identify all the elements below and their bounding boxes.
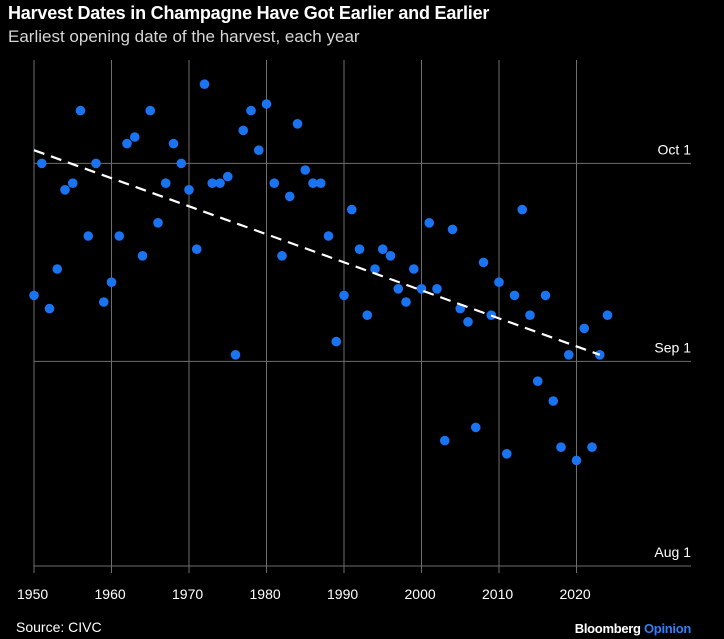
x-tick-label-1970: 1970	[172, 586, 203, 602]
chart-subtitle: Earliest opening date of the harvest, ea…	[8, 27, 360, 46]
data-point-2016	[540, 290, 551, 301]
y-tick-label-sep-1: Sep 1	[654, 339, 691, 355]
data-point-1997	[393, 284, 404, 294]
data-point-1952	[44, 303, 55, 314]
brand-section: Opinion	[644, 621, 691, 636]
data-point-1987	[315, 178, 326, 188]
horizontal-gridlines	[34, 162, 691, 567]
data-point-2020	[571, 455, 582, 466]
data-point-1999	[408, 264, 419, 274]
y-axis-ticks: Aug 1 Sep 1 Oct 1	[654, 141, 691, 560]
data-point-2022	[587, 442, 597, 453]
data-point-1984	[292, 119, 303, 129]
x-tick-label-2020: 2020	[560, 586, 591, 602]
trendline	[33, 149, 601, 356]
brand-name: Bloomberg	[574, 621, 641, 636]
x-axis-ticks: 1950 1960 1970 1980 1990 2000 2010 2020	[17, 586, 591, 602]
y-tick-label-aug-1: Aug 1	[654, 544, 691, 560]
data-point-2014	[525, 310, 535, 321]
data-point-1963	[129, 132, 140, 142]
data-point-1962	[122, 138, 132, 149]
data-point-1954	[60, 185, 70, 195]
data-point-2015	[532, 376, 543, 387]
data-point-2006	[463, 317, 473, 327]
data-point-2004	[447, 224, 458, 235]
data-point-2024	[602, 310, 613, 321]
data-point-2002	[432, 284, 442, 294]
chart-title: Harvest Dates in Champagne Have Got Earl…	[8, 3, 490, 23]
data-point-1972	[199, 79, 210, 89]
data-point-1956	[75, 105, 86, 116]
data-point-1965	[145, 105, 156, 116]
data-point-1991	[346, 204, 357, 215]
data-point-1981	[269, 178, 280, 188]
data-point-2003	[439, 435, 450, 446]
brand-logo: Bloomberg Opinion	[574, 621, 692, 636]
data-point-1989	[331, 336, 342, 347]
data-point-2012	[509, 290, 520, 301]
x-tick-label-2000: 2000	[405, 586, 436, 602]
data-point-1970	[184, 185, 194, 195]
data-point-2013	[517, 204, 528, 215]
data-point-1983	[284, 191, 295, 202]
data-point-1980	[261, 99, 272, 109]
data-point-1966	[153, 218, 163, 228]
data-point-1982	[277, 251, 287, 261]
data-point-1971	[191, 244, 202, 254]
data-point-1977	[238, 125, 249, 136]
data-point-1969	[176, 158, 187, 169]
data-point-2010	[494, 277, 504, 288]
y-tick-label-oct-1: Oct 1	[658, 141, 692, 157]
data-point-2018	[556, 442, 566, 453]
data-point-1985	[300, 165, 311, 175]
data-point-1992	[354, 244, 365, 254]
data-point-2007	[470, 422, 481, 433]
data-point-1994	[370, 264, 380, 274]
data-points	[29, 79, 613, 466]
data-point-2011	[501, 449, 512, 459]
data-point-2017	[548, 396, 559, 406]
data-point-1995	[377, 244, 388, 254]
data-point-1958	[91, 158, 101, 169]
trendline-group	[33, 149, 601, 356]
data-point-1959	[98, 297, 109, 307]
data-point-1993	[362, 310, 373, 321]
data-point-1968	[168, 138, 179, 149]
x-tick-label-2010: 2010	[482, 586, 513, 602]
data-point-2001	[424, 218, 435, 228]
data-point-1978	[246, 105, 256, 116]
data-point-1957	[83, 231, 94, 241]
data-point-1979	[253, 145, 264, 155]
data-point-1953	[52, 264, 63, 274]
data-point-1960	[106, 277, 117, 288]
x-tick-label-1960: 1960	[95, 586, 126, 602]
data-point-2021	[579, 323, 590, 334]
data-point-2019	[563, 350, 574, 360]
data-point-1988	[323, 231, 334, 241]
data-point-1964	[137, 251, 148, 261]
data-point-1990	[339, 290, 349, 301]
data-point-1976	[230, 350, 241, 360]
data-point-1974	[215, 178, 225, 188]
data-point-1951	[36, 158, 47, 169]
x-tick-label-1950: 1950	[17, 586, 48, 602]
data-point-1975	[222, 171, 233, 182]
data-point-1996	[385, 251, 396, 261]
data-point-2008	[478, 257, 489, 268]
data-point-1973	[207, 178, 218, 188]
x-tick-label-1980: 1980	[250, 586, 281, 602]
x-tick-label-1990: 1990	[327, 586, 358, 602]
data-point-1950	[29, 290, 39, 301]
vertical-gridlines	[33, 60, 577, 573]
data-point-1986	[308, 178, 318, 188]
data-point-1961	[114, 231, 125, 241]
data-point-1955	[67, 178, 78, 188]
data-point-1998	[401, 297, 411, 307]
data-point-1967	[160, 178, 171, 188]
source-note: Source: CIVC	[16, 619, 102, 635]
